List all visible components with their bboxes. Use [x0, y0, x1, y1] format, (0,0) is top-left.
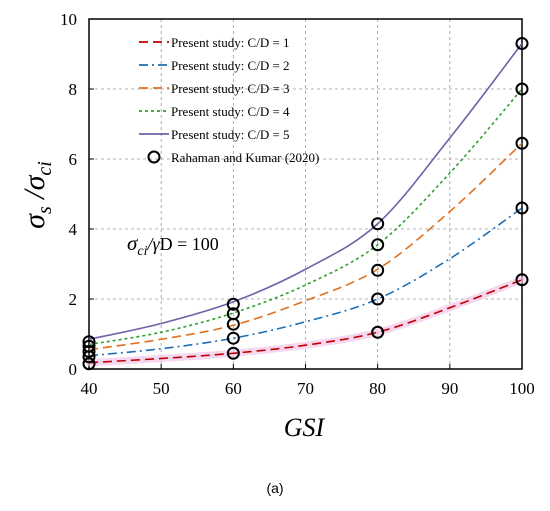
reference-point: [226, 307, 240, 321]
reference-point: [82, 345, 96, 358]
x-tick-label: 90: [441, 379, 458, 398]
y-tick-label: 4: [69, 220, 78, 239]
y-tick-label: 6: [69, 150, 78, 169]
reference-point: [515, 273, 529, 287]
x-tick-label: 70: [297, 379, 314, 398]
series-line-4: [88, 88, 523, 346]
reference-point: [82, 357, 96, 371]
legend-label-5: Present study: C/D = 5: [171, 127, 290, 142]
reference-point: [371, 325, 385, 339]
reference-point: [515, 82, 529, 96]
y-tick-label: 10: [60, 10, 77, 29]
series-lines: [85, 43, 526, 367]
x-axis-ticks: 40 50 60 70 80 90 100: [81, 364, 535, 398]
gridlines: [89, 19, 522, 369]
legend-label-reference: Rahaman and Kumar (2020): [171, 150, 319, 165]
x-axis-title: GSI: [284, 413, 326, 442]
x-tick-label: 50: [153, 379, 170, 398]
reference-point: [371, 292, 385, 306]
y-axis-title: σs /σci: [18, 161, 56, 229]
x-tick-label: 100: [509, 379, 535, 398]
series-line-1: [88, 279, 523, 364]
y-tick-label: 0: [69, 360, 78, 379]
x-tick-label: 60: [225, 379, 242, 398]
x-tick-label: 80: [369, 379, 386, 398]
reference-point: [371, 263, 385, 277]
reference-point: [515, 136, 529, 150]
annotation: σci/γD = 100: [127, 231, 219, 259]
reference-point: [371, 217, 385, 231]
reference-point: [82, 339, 96, 353]
chart: 40 50 60 70 80 90 100 0 2 4 6 8 10 Present study: C…: [18, 10, 535, 442]
reference-point: [226, 346, 240, 360]
legend-label-3: Present study: C/D = 3: [171, 81, 290, 96]
y-tick-label: 2: [69, 290, 78, 309]
reference-point: [371, 238, 385, 252]
reference-point: [515, 201, 529, 215]
figure-caption: (a): [266, 480, 284, 496]
legend-label-2: Present study: C/D = 2: [171, 58, 290, 73]
legend-label-1: Present study: C/D = 1: [171, 35, 290, 50]
y-tick-label: 8: [69, 80, 78, 99]
reference-points: [82, 37, 529, 371]
reference-point: [82, 335, 96, 349]
legend-label-4: Present study: C/D = 4: [171, 104, 290, 119]
series-line-3: [88, 142, 523, 351]
reference-point: [515, 37, 529, 50]
reference-point: [226, 331, 240, 345]
legend: Present study: C/D = 1 Present study: C/D…: [139, 35, 319, 165]
svg-text:σs /σci: σs /σci: [18, 161, 56, 229]
reference-point: [226, 297, 240, 311]
series-line-5: [88, 43, 523, 341]
y-axis-ticks: 0 2 4 6 8 10: [60, 10, 94, 379]
legend-swatch-reference: [147, 150, 161, 164]
x-tick-label: 40: [81, 379, 98, 398]
